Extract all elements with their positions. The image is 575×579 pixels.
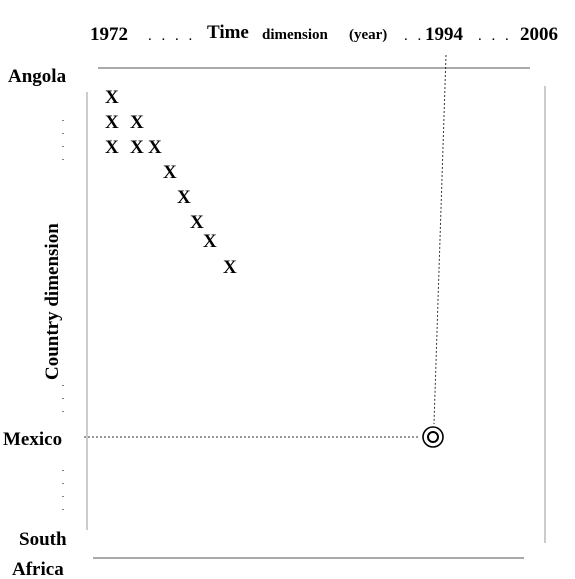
bullseye-outer-ring (422, 426, 444, 448)
x-mark: X (190, 212, 204, 233)
year-end-label: 2006 (520, 24, 558, 45)
axis-dots-left: . . . . (148, 28, 195, 44)
axis-dots-middle: . . (404, 28, 424, 44)
x-mark: X (105, 137, 119, 158)
x-mark: X (148, 137, 162, 158)
year-start-label: 1972 (90, 24, 128, 45)
country-axis-title: Country dimension (42, 223, 63, 380)
country-angola-label: Angola (8, 66, 67, 87)
country-africa-label: Africa (12, 559, 64, 579)
x-mark: X (203, 231, 217, 252)
axis-dots-right: . . . (478, 28, 512, 44)
time-axis-title-bold: Time (207, 22, 249, 43)
year-1994-guide-line (433, 54, 447, 425)
bullseye-inner-ring (427, 431, 439, 443)
x-marks-group: X X X X X X X X X X X (105, 87, 237, 278)
highlight-bullseye (422, 426, 444, 448)
x-mark: X (105, 87, 119, 108)
x-mark: X (130, 137, 144, 158)
x-mark: X (163, 162, 177, 183)
time-axis-title-dimension: dimension (262, 27, 329, 43)
x-mark: X (105, 112, 119, 133)
year-1994-label: 1994 (425, 24, 464, 45)
country-south-label: South (19, 529, 67, 550)
x-mark: X (223, 257, 237, 278)
time-axis-title-unit: (year) (349, 27, 387, 43)
x-mark: X (177, 187, 191, 208)
x-mark: X (130, 112, 144, 133)
country-mexico-label: Mexico (3, 429, 62, 450)
